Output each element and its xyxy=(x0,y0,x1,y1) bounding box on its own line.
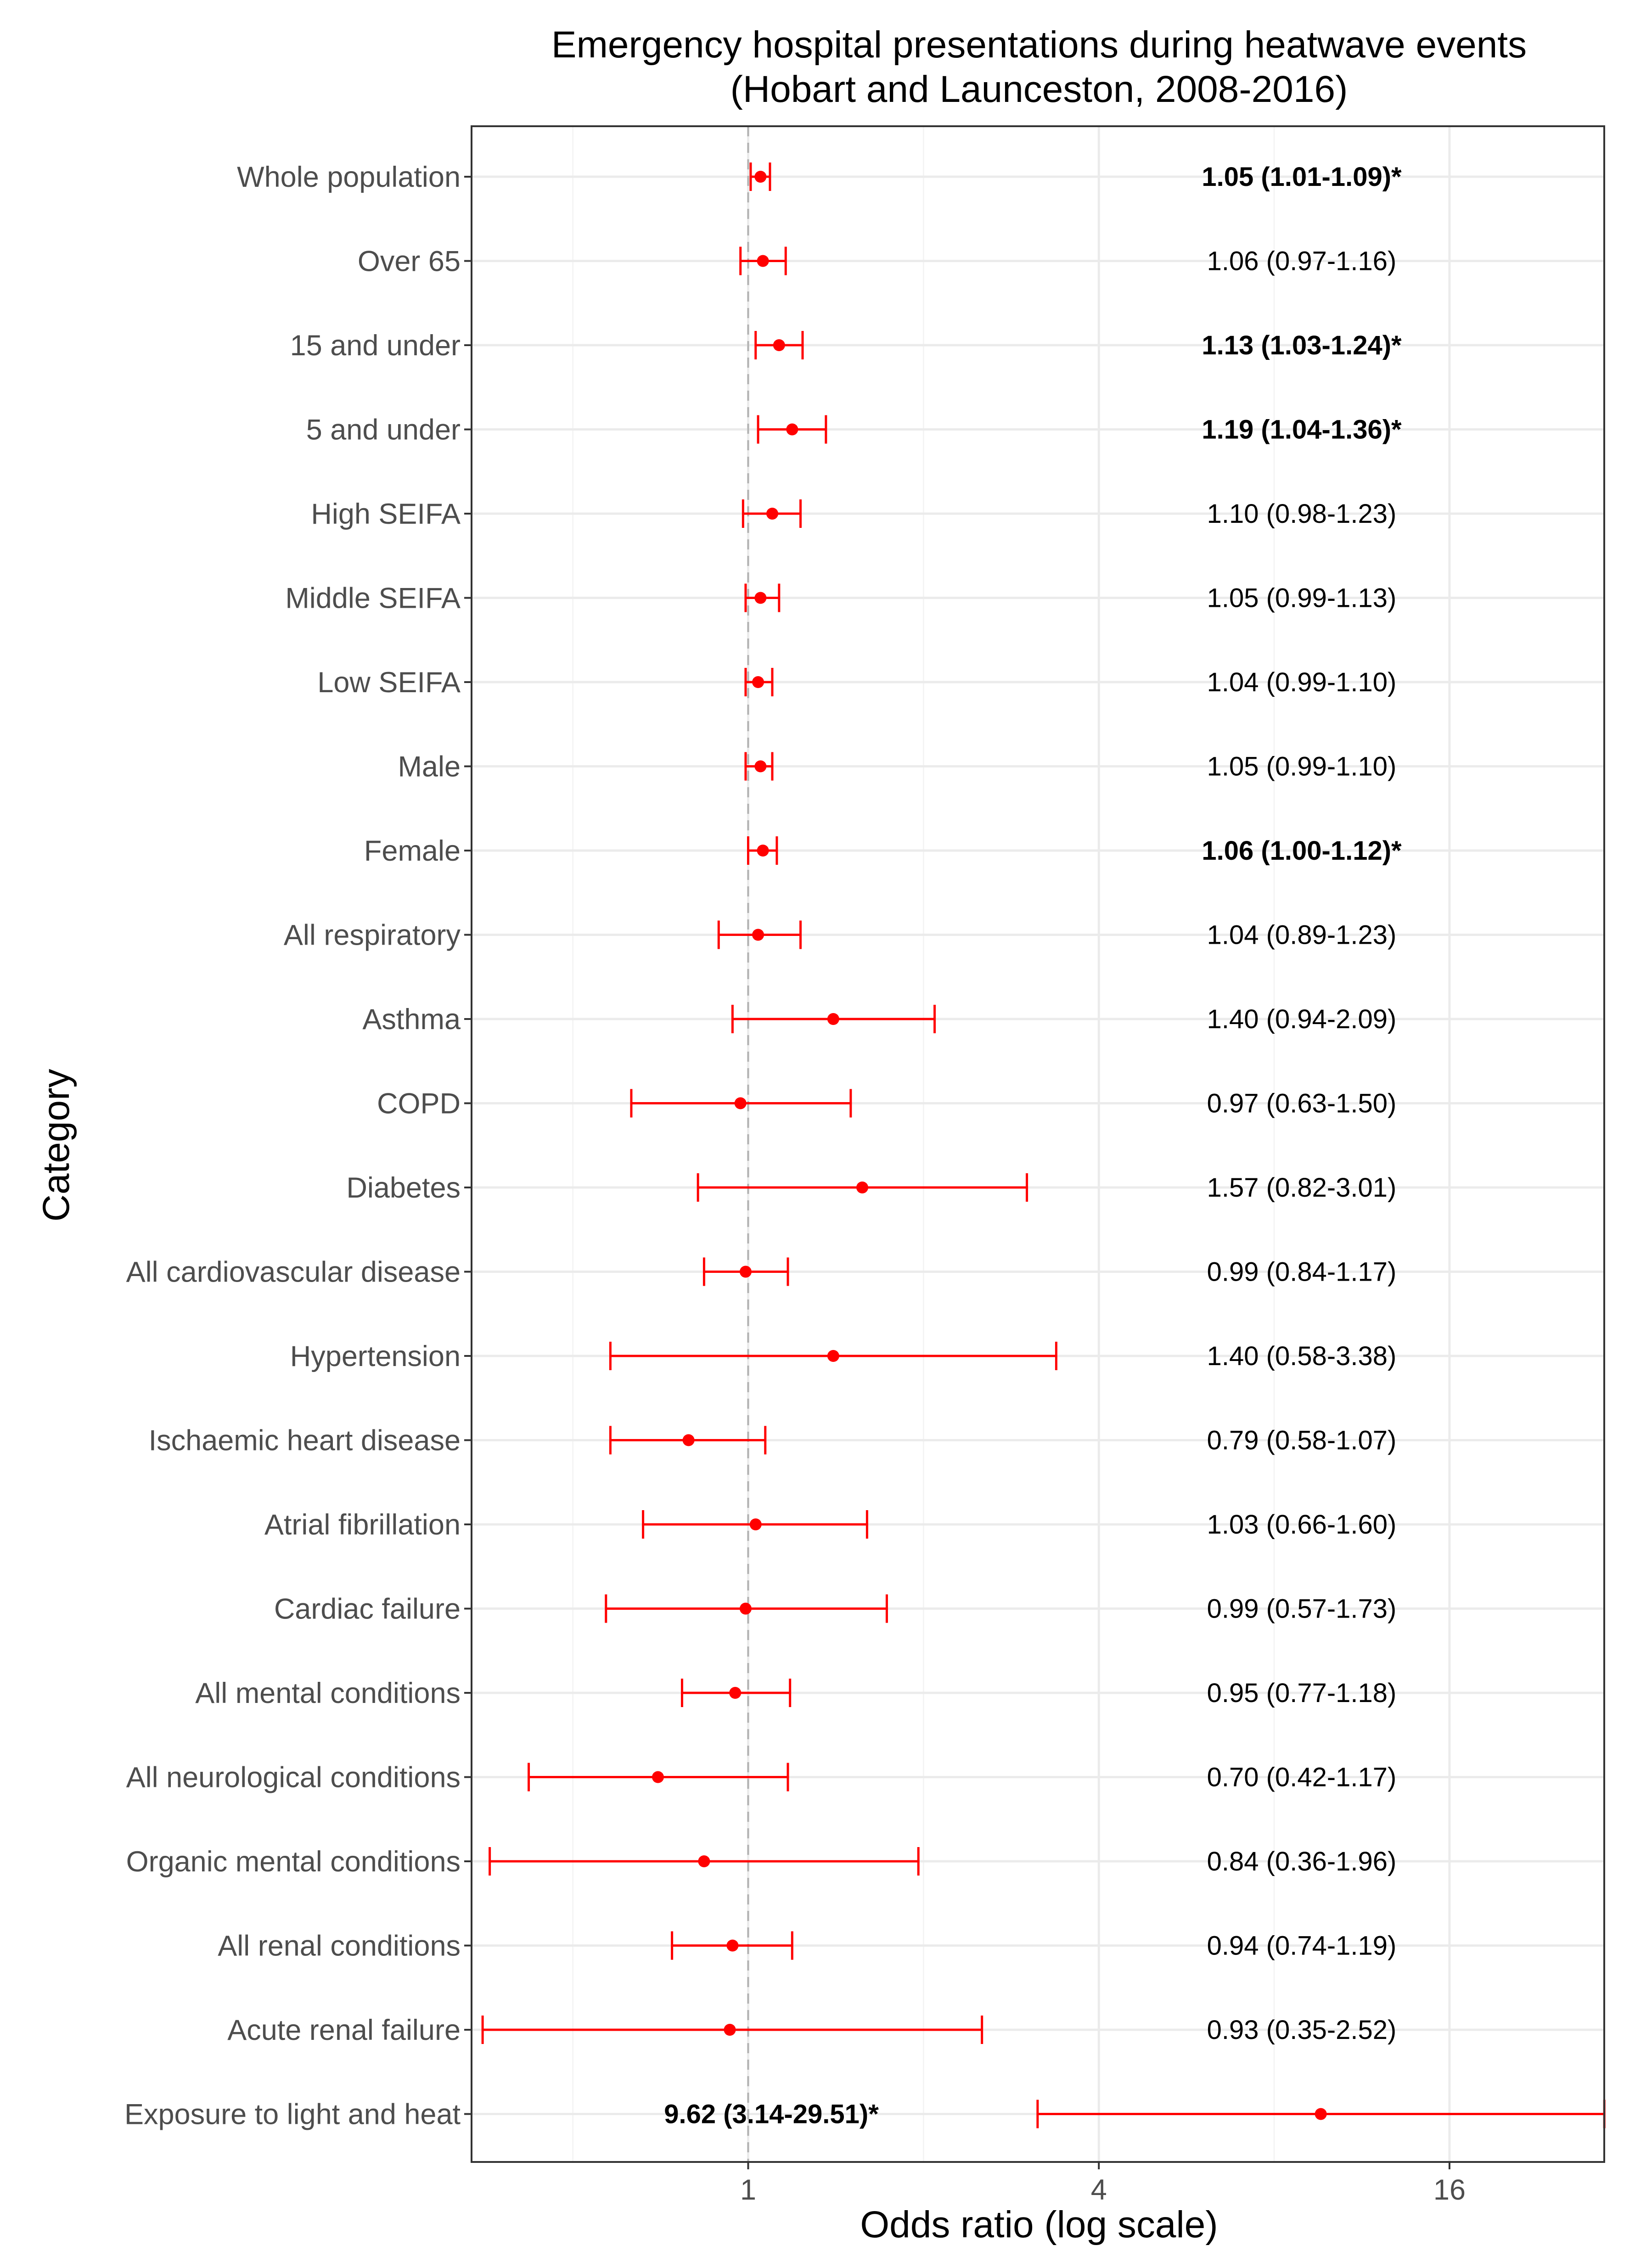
point-estimates xyxy=(652,171,1327,2120)
category-label: Hypertension xyxy=(290,1340,461,1372)
estimate-label: 0.70 (0.42-1.17) xyxy=(1207,1763,1397,1792)
category-label: All mental conditions xyxy=(195,1677,461,1709)
point-estimate xyxy=(1315,2108,1327,2120)
point-estimate xyxy=(729,1687,742,1699)
category-label: 5 and under xyxy=(306,414,461,446)
category-label: Over 65 xyxy=(358,246,461,278)
category-label: Low SEIFA xyxy=(317,666,461,699)
estimate-label: 0.79 (0.58-1.07) xyxy=(1207,1426,1397,1456)
category-label: Exposure to light and heat xyxy=(124,2099,461,2131)
category-label: COPD xyxy=(377,1088,461,1120)
chart-title-line-2: (Hobart and Launceston, 2008-2016) xyxy=(730,68,1348,110)
estimate-label: 0.84 (0.36-1.96) xyxy=(1207,1847,1397,1876)
estimate-label: 1.19 (1.04-1.36)* xyxy=(1202,415,1402,445)
category-label: All respiratory xyxy=(284,919,461,952)
estimate-label: 0.94 (0.74-1.19) xyxy=(1207,1931,1397,1961)
estimate-labels: 1.05 (1.01-1.09)* 1.06 (0.97-1.16) 1.13 (1… xyxy=(664,162,1402,2129)
point-estimate xyxy=(752,929,764,941)
estimate-label: 0.95 (0.77-1.18) xyxy=(1207,1678,1397,1708)
estimate-label: 1.10 (0.98-1.23) xyxy=(1207,499,1397,529)
estimate-label: 1.13 (1.03-1.24)* xyxy=(1202,330,1402,360)
point-estimate xyxy=(754,760,767,773)
category-label: Middle SEIFA xyxy=(285,582,461,615)
estimate-label: 9.62 (3.14-29.51)* xyxy=(664,2100,879,2129)
estimate-label: 1.05 (0.99-1.13) xyxy=(1207,583,1397,613)
category-label: Female xyxy=(364,835,461,867)
category-label: Cardiac failure xyxy=(274,1593,461,1625)
category-label: All renal conditions xyxy=(218,1930,461,1962)
x-tick-label: 16 xyxy=(1433,2174,1466,2206)
estimate-label: 1.04 (0.99-1.10) xyxy=(1207,667,1397,697)
x-tick-label: 4 xyxy=(1091,2174,1107,2206)
panel-border xyxy=(471,125,1605,2163)
point-estimate xyxy=(827,1013,839,1025)
point-estimate xyxy=(734,1097,747,1109)
point-estimate xyxy=(856,1182,868,1193)
point-estimate xyxy=(739,1602,752,1615)
category-label: Organic mental conditions xyxy=(126,1846,461,1878)
category-label: Male xyxy=(398,751,461,783)
point-estimate xyxy=(739,1266,752,1278)
estimate-label: 0.99 (0.57-1.73) xyxy=(1207,1594,1397,1624)
y-axis-title: Category xyxy=(35,1069,77,1222)
point-estimate xyxy=(749,1518,762,1530)
estimate-label: 1.40 (0.58-3.38) xyxy=(1207,1341,1397,1371)
point-estimate xyxy=(827,1350,839,1362)
estimate-label: 1.57 (0.82-3.01) xyxy=(1207,1173,1397,1203)
estimate-label: 1.04 (0.89-1.23) xyxy=(1207,920,1397,950)
estimate-label: 0.97 (0.63-1.50) xyxy=(1207,1089,1397,1119)
point-estimate xyxy=(773,339,785,351)
estimate-label: 1.05 (1.01-1.09)* xyxy=(1202,162,1402,192)
error-bars xyxy=(481,162,1606,2128)
category-label: High SEIFA xyxy=(311,498,461,530)
category-label: Asthma xyxy=(362,1003,461,1036)
estimate-label: 1.05 (0.99-1.10) xyxy=(1207,752,1397,782)
point-estimate xyxy=(682,1434,695,1446)
estimate-label: 1.03 (0.66-1.60) xyxy=(1207,1510,1397,1540)
category-label: All neurological conditions xyxy=(126,1762,461,1794)
point-estimate xyxy=(726,1939,739,1952)
estimate-label: 1.06 (0.97-1.16) xyxy=(1207,246,1397,276)
point-estimate xyxy=(724,2024,736,2036)
point-estimate xyxy=(752,676,764,688)
category-axis: Whole population Over 65 15 and under 5 and… xyxy=(124,161,472,2131)
point-estimate xyxy=(766,508,779,520)
point-estimate xyxy=(786,423,798,436)
grid-lines xyxy=(472,126,1604,2162)
chart-title-line-1: Emergency hospital presentations during … xyxy=(551,24,1527,66)
x-axis-title: Odds ratio (log scale) xyxy=(860,2204,1218,2246)
category-label: All cardiovascular disease xyxy=(126,1256,461,1288)
estimate-label: 1.40 (0.94-2.09) xyxy=(1207,1004,1397,1034)
x-tick-label: 1 xyxy=(740,2174,756,2206)
point-estimate xyxy=(652,1771,664,1783)
estimate-label: 1.06 (1.00-1.12)* xyxy=(1202,836,1402,866)
point-estimate xyxy=(698,1855,710,1867)
category-label: 15 and under xyxy=(290,330,461,362)
category-label: Whole population xyxy=(237,161,461,193)
point-estimate xyxy=(754,592,767,604)
estimate-label: 0.99 (0.84-1.17) xyxy=(1207,1257,1397,1287)
point-estimate xyxy=(757,255,769,267)
category-label: Diabetes xyxy=(346,1172,461,1204)
category-label: Atrial fibrillation xyxy=(264,1509,461,1541)
point-estimate xyxy=(754,171,767,183)
point-estimate xyxy=(757,845,769,857)
estimate-label: 0.93 (0.35-2.52) xyxy=(1207,2015,1397,2045)
category-label: Acute renal failure xyxy=(227,2014,461,2046)
category-label: Ischaemic heart disease xyxy=(149,1425,461,1457)
x-axis: 1 4 16 xyxy=(740,2162,1466,2206)
